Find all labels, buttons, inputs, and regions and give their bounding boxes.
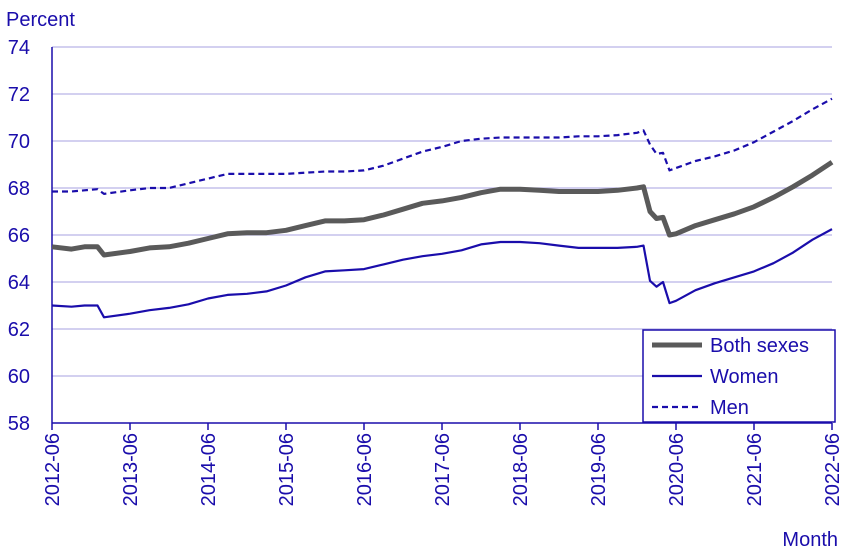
legend-label-both-sexes: Both sexes xyxy=(710,335,809,357)
y-tick-label: 62 xyxy=(8,319,30,341)
x-tick-label: 2013-06 xyxy=(120,433,142,506)
series-line-men xyxy=(52,97,833,195)
y-tick-label: 68 xyxy=(8,178,30,200)
y-tick-label: 74 xyxy=(8,37,30,59)
x-tick-label: 2019-06 xyxy=(588,433,610,506)
legend-label-men: Men xyxy=(710,397,749,419)
axes xyxy=(51,47,832,424)
x-tick-label: 2014-06 xyxy=(198,433,220,506)
x-tick-label: 2012-06 xyxy=(42,433,64,506)
y-tick-label: 70 xyxy=(8,131,30,153)
gridlines xyxy=(52,46,832,377)
legend: Both sexes Women Men xyxy=(642,329,836,423)
y-tick-label: 64 xyxy=(8,272,30,294)
x-axis-title: Month xyxy=(782,529,838,551)
x-tick-label: 2017-06 xyxy=(432,433,454,506)
series-lines xyxy=(51,97,834,319)
x-tick-label: 2020-06 xyxy=(666,433,688,506)
y-tick-label: 58 xyxy=(8,413,30,435)
y-tick-label: 66 xyxy=(8,225,30,247)
x-tick-label: 2016-06 xyxy=(354,433,376,506)
x-tick-label: 2018-06 xyxy=(510,433,532,506)
x-tick-label: 2015-06 xyxy=(276,433,298,506)
x-tick-label: 2022-06 xyxy=(822,433,844,506)
y-tick-label: 60 xyxy=(8,366,30,388)
x-axis-ticks: 2012-06 2013-06 2014-06 2015-06 2016-06 2017-… xyxy=(42,423,844,506)
legend-label-women: Women xyxy=(710,366,779,388)
y-axis-ticks: 58 60 62 64 66 68 70 72 74 xyxy=(8,37,30,435)
series-line-women xyxy=(51,228,833,319)
y-tick-label: 72 xyxy=(8,84,30,106)
x-tick-label: 2021-06 xyxy=(744,433,766,506)
series-line-both-sexes xyxy=(51,160,834,258)
y-axis-title: Percent xyxy=(6,9,75,31)
